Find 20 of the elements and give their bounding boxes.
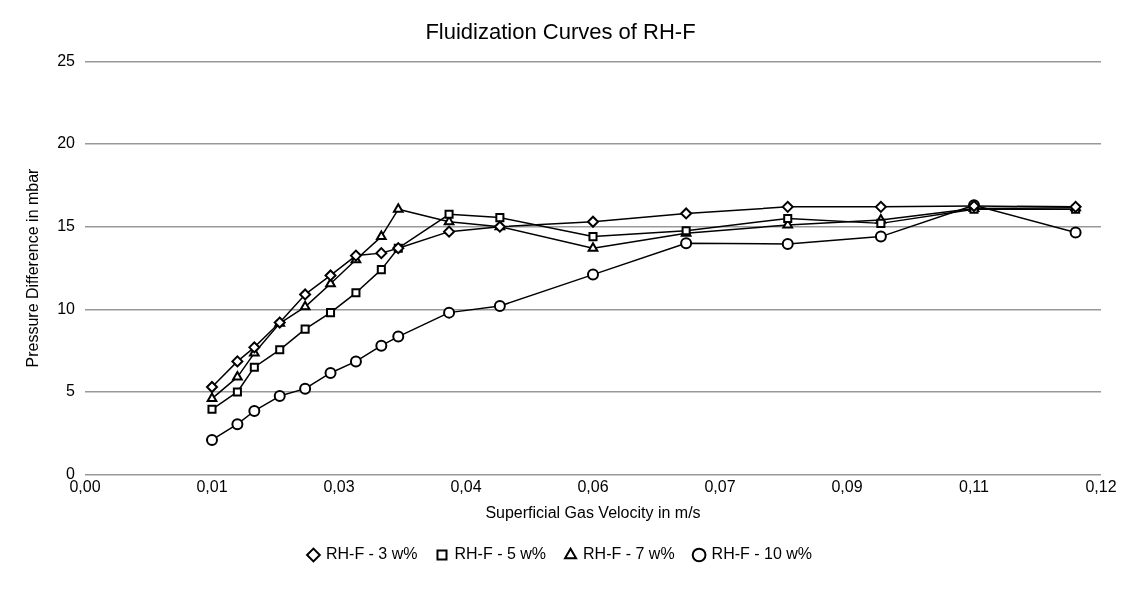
y-axis-title: Pressure Difference in mbar <box>24 167 42 368</box>
x-tick-label: 0,06 <box>577 477 609 495</box>
x-tick-label: 0,07 <box>704 477 736 495</box>
x-tick-label: 0,09 <box>831 477 863 495</box>
y-tick-label: 15 <box>57 217 76 235</box>
x-tick-label: 0,12 <box>1085 477 1117 495</box>
legend-label: RH-F - 10 w% <box>711 545 813 563</box>
x-tick-label: 0,11 <box>959 477 990 495</box>
y-tick-label: 25 <box>57 51 76 69</box>
y-tick-label: 20 <box>57 134 76 152</box>
x-axis-title: Superficial Gas Velocity in m/s <box>485 503 701 521</box>
y-tick-label: 10 <box>57 299 76 317</box>
legend-label: RH-F - 3 w% <box>325 545 418 563</box>
x-tick-label: 0,01 <box>196 477 228 495</box>
x-tick-label: 0,03 <box>323 477 355 495</box>
chart-title: Fluidization Curves of RH-F <box>425 19 696 45</box>
legend-label: RH-F - 7 w% <box>583 545 675 563</box>
x-tick-label: 0,04 <box>450 477 482 495</box>
legend-label: RH-F - 5 w% <box>454 545 547 563</box>
y-tick-label: 5 <box>66 382 76 400</box>
